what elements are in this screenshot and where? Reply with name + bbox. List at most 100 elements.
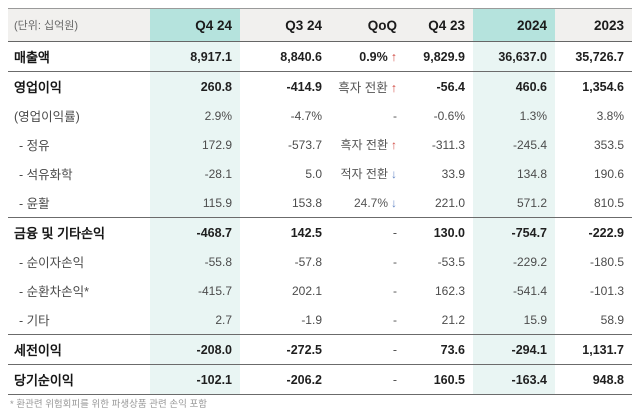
cell-q3-24: 8,840.6 (280, 49, 322, 64)
cell-q3-24: -1.9 (301, 312, 322, 327)
cell-q4-23: -0.6% (433, 108, 465, 123)
cell-q4-24: 260.8 (150, 71, 240, 101)
cell-qoq: 0.9% ↑ (330, 42, 405, 72)
cell-q3-24: -4.7% (290, 108, 322, 123)
header-row: (단위: 십억원) Q4 24 Q3 24 QoQ Q4 23 2024 202… (8, 8, 632, 42)
row-label: - 순이자손익 (19, 256, 85, 270)
cell-2024: 571.2 (473, 188, 555, 218)
row-label: 세전이익 (8, 334, 150, 365)
cell-q3-24: 153.8 (291, 195, 322, 210)
row-label: - 윤활 (19, 197, 50, 211)
cell-2024: -245.4 (473, 130, 555, 159)
cell-2023: 1,131.7 (555, 334, 632, 365)
cell-q4-23: 160.5 (405, 364, 473, 395)
table-row-financial-other: 금융 및 기타손익 -468.7 142.5 - 130.0 -754.7 -2… (8, 217, 632, 247)
cell-2023: 3.8% (596, 108, 624, 123)
cell-q3-24: -272.5 (240, 334, 330, 365)
cell-q3-24: 202.1 (291, 283, 322, 298)
cell-2024: -163.4 (473, 364, 555, 395)
qoq-value: 적자 전환 (340, 167, 389, 181)
cell-2023: 353.5 (593, 137, 624, 152)
cell-qoq: - (330, 334, 405, 365)
column-header-q4-23: Q4 23 (405, 8, 473, 42)
cell-2024: -541.4 (473, 276, 555, 305)
cell-q4-24: -415.7 (150, 276, 240, 305)
row-label: - 정유 (19, 139, 50, 153)
cell-q4-24: -208.0 (150, 334, 240, 365)
cell-q3-24: -573.7 (287, 137, 322, 152)
cell-q3-24: -57.8 (294, 254, 322, 269)
table-row-operating-profit: 영업이익 260.8 -414.9 흑자 전환 ↑ -56.4 460.6 1,3… (8, 71, 632, 101)
row-label: 금융 및 기타손익 (8, 217, 150, 247)
column-header-2023: 2023 (555, 8, 632, 42)
cell-2023: 190.6 (593, 166, 624, 181)
cell-q4-24: 172.9 (150, 130, 240, 159)
cell-q4-24: 8,917.1 (150, 41, 240, 72)
table-row-petrochemical: - 석유화학 -28.1 5.0 적자 전환 ↓ 33.9 134.8 190.6 (8, 159, 632, 188)
cell-q3-24: -414.9 (240, 71, 330, 101)
cell-q4-24: 2.7 (150, 305, 240, 335)
table-row-pretax-income: 세전이익 -208.0 -272.5 - 73.6 -294.1 1,131.7 (8, 334, 632, 365)
row-label: - 기타 (19, 314, 50, 328)
footnote: * 환관련 위험회피를 위한 파생상품 관련 손익 포함 (10, 399, 207, 410)
cell-q4-23: 33.9 (441, 166, 465, 181)
cell-qoq: - (393, 254, 397, 269)
cell-2023: 1,354.6 (555, 71, 632, 101)
table-row-net-income: 당기순이익 -102.1 -206.2 - 160.5 -163.4 948.8 (8, 364, 632, 395)
row-label: 당기순이익 (8, 364, 150, 395)
row-label: 매출액 (14, 50, 50, 65)
column-header-2024: 2024 (473, 8, 555, 42)
down-arrow-icon: ↓ (391, 195, 397, 210)
table-row-net-fx: - 순환차손익* -415.7 202.1 - 162.3 -541.4 -10… (8, 276, 632, 305)
cell-2023: -222.9 (555, 217, 632, 247)
column-header-q4-24: Q4 24 (150, 8, 240, 42)
cell-q4-23: -53.5 (437, 254, 465, 269)
cell-q4-24: -55.8 (150, 247, 240, 276)
cell-2023: 35,726.7 (575, 49, 624, 64)
cell-q4-23: -311.3 (431, 137, 465, 152)
table-row-net-interest: - 순이자손익 -55.8 -57.8 - -53.5 -229.2 -180.… (8, 247, 632, 276)
cell-2024: -754.7 (473, 217, 555, 247)
up-arrow-icon: ↑ (390, 49, 397, 64)
cell-qoq: - (393, 283, 397, 298)
cell-q4-24: 2.9% (150, 101, 240, 130)
cell-2024: -294.1 (473, 334, 555, 365)
cell-2023: 948.8 (555, 364, 632, 395)
cell-q4-23: -56.4 (405, 71, 473, 101)
column-header-qoq: QoQ (330, 8, 405, 42)
cell-q3-24: 5.0 (305, 166, 322, 181)
table-row-other: - 기타 2.7 -1.9 - 21.2 15.9 58.9 (8, 305, 632, 335)
row-label: - 석유화학 (19, 168, 73, 182)
qoq-value: 흑자 전환 (338, 81, 388, 95)
cell-qoq: - (393, 108, 397, 123)
financial-results-table: (단위: 십억원) Q4 24 Q3 24 QoQ Q4 23 2024 202… (8, 8, 632, 395)
cell-2024: 36,637.0 (473, 41, 555, 72)
cell-q4-23: 9,829.9 (423, 49, 465, 64)
cell-2024: 15.9 (473, 305, 555, 335)
cell-q4-24: -102.1 (150, 364, 240, 395)
cell-q4-23: 162.3 (434, 283, 465, 298)
table-row-refining: - 정유 172.9 -573.7 흑자 전환 ↑ -311.3 -245.4 3… (8, 130, 632, 159)
up-arrow-icon: ↑ (391, 138, 397, 152)
qoq-value: 흑자 전환 (340, 138, 389, 152)
cell-q4-23: 73.6 (405, 334, 473, 365)
qoq-value: 0.9% (359, 49, 388, 64)
table-row-operating-margin: (영업이익률) 2.9% -4.7% - -0.6% 1.3% 3.8% (8, 101, 632, 130)
table-row-lubricants: - 윤활 115.9 153.8 24.7% ↓ 221.0 571.2 810.… (8, 188, 632, 218)
cell-2023: -180.5 (589, 254, 624, 269)
cell-q4-23: 130.0 (405, 217, 473, 247)
row-label: - 순환차손익* (19, 285, 90, 299)
cell-q4-23: 221.0 (434, 195, 465, 210)
cell-q4-24: 115.9 (150, 188, 240, 218)
cell-2024: 460.6 (473, 71, 555, 101)
row-label: (영업이익률) (14, 110, 80, 124)
cell-q3-24: -206.2 (240, 364, 330, 395)
unit-label: (단위: 십억원) (8, 8, 150, 42)
cell-qoq: - (330, 217, 405, 247)
cell-2023: -101.3 (589, 283, 624, 298)
cell-qoq: 24.7% ↓ (330, 188, 405, 218)
cell-2024: 134.8 (473, 159, 555, 188)
cell-q3-24: 142.5 (240, 217, 330, 247)
cell-qoq: - (393, 312, 397, 327)
row-label: 영업이익 (8, 71, 150, 101)
